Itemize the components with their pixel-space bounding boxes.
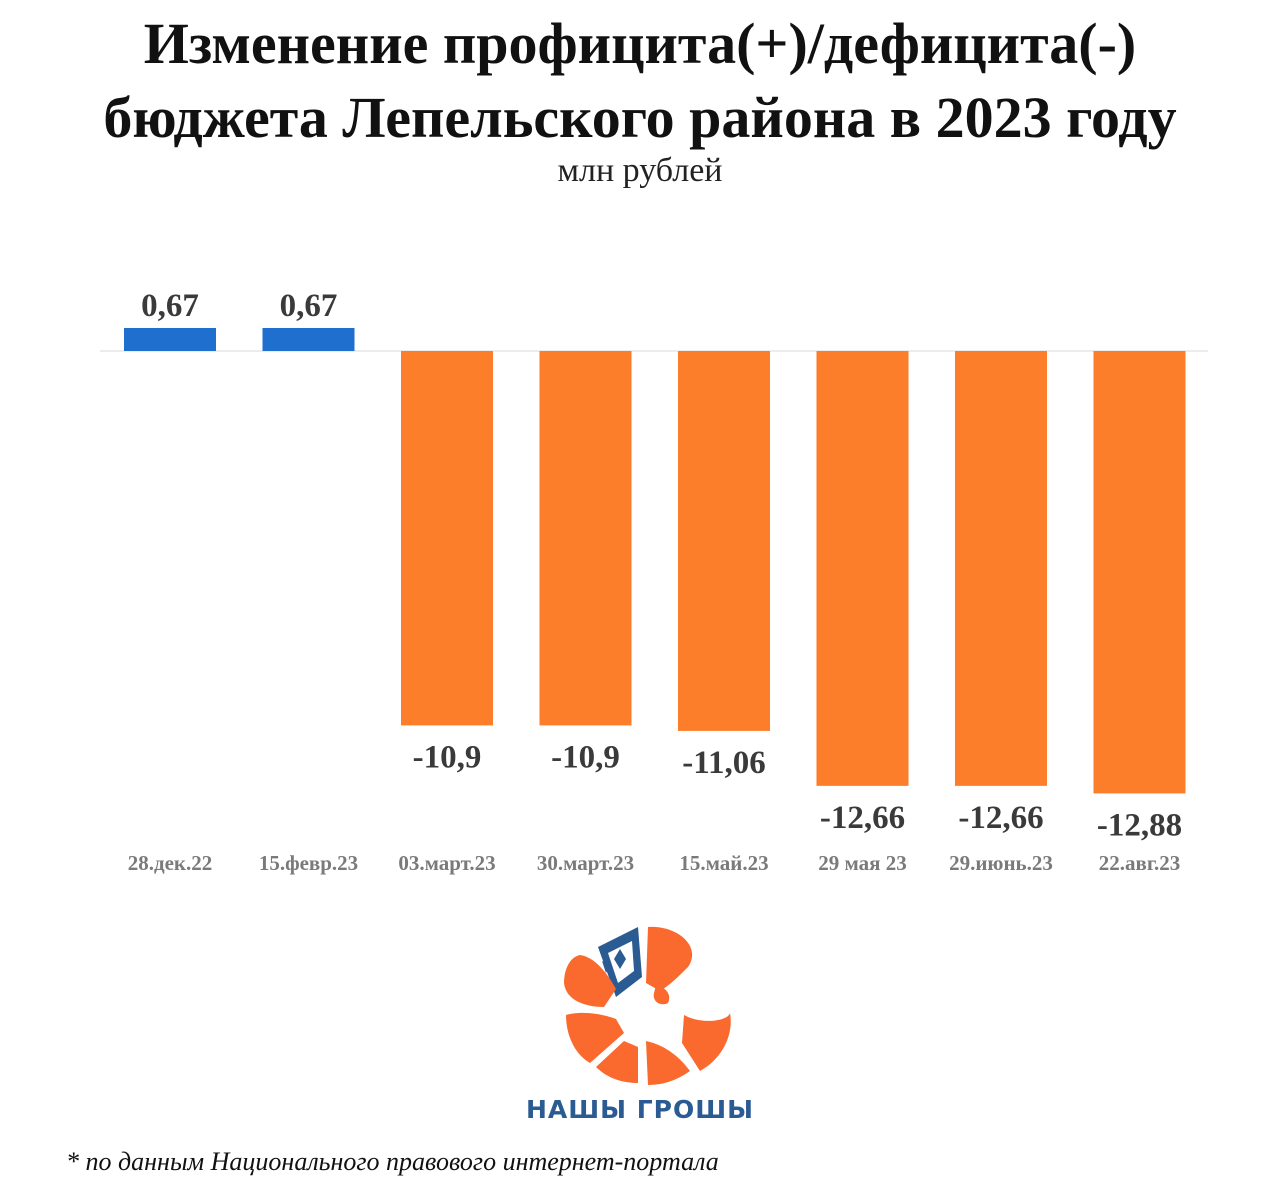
nashy-groshy-logo xyxy=(564,926,731,1085)
data-label-7: -12,88 xyxy=(1097,807,1182,843)
category-label-6: 29.июнь.23 xyxy=(949,851,1053,875)
bar-5 xyxy=(816,351,909,786)
data-label-6: -12,66 xyxy=(958,800,1043,836)
logo-ornament-icon xyxy=(598,927,642,997)
logo-segment xyxy=(564,955,616,1007)
bar-4 xyxy=(678,351,770,731)
data-label-1: 0,67 xyxy=(280,288,338,324)
logo-segment xyxy=(596,1041,638,1083)
logo-segment xyxy=(682,1013,731,1071)
bar-1 xyxy=(262,327,355,351)
chart-title-line-2: бюджета Лепельского района в 2023 году xyxy=(103,85,1177,150)
logo-segment xyxy=(646,926,693,991)
category-label-4: 15.май.23 xyxy=(679,851,768,875)
logo-segment xyxy=(646,1041,690,1085)
category-label-2: 03.март.23 xyxy=(398,851,495,875)
bar-3 xyxy=(539,351,632,726)
bar-0 xyxy=(124,327,216,351)
category-label-1: 15.февр.23 xyxy=(259,851,358,875)
chart-subtitle: млн рублей xyxy=(557,152,723,189)
category-label-5: 29 мая 23 xyxy=(818,851,907,875)
data-label-5: -12,66 xyxy=(820,800,905,836)
category-label-3: 30.март.23 xyxy=(537,851,634,875)
bar-chart: 0,67 28.дек.22 0,67 15.февр.23 -10,9 03.март.… xyxy=(100,288,1208,875)
bar-7 xyxy=(1093,351,1186,794)
data-label-4: -11,06 xyxy=(682,745,765,781)
bar-2 xyxy=(401,351,493,726)
category-label-0: 28.дек.22 xyxy=(128,851,213,875)
logo-segment xyxy=(653,985,670,1005)
logo-text: НАШЫ ГРОШЫ xyxy=(525,1095,755,1124)
data-label-2: -10,9 xyxy=(413,739,482,775)
chart-title-line-1: Изменение профицита(+)/дефицита(-) xyxy=(143,11,1137,76)
footnote: * по данным Национального правового инте… xyxy=(66,1147,719,1176)
logo-segment xyxy=(566,1012,624,1063)
data-label-3: -10,9 xyxy=(551,739,620,775)
category-label-7: 22.авг.23 xyxy=(1099,851,1181,875)
bar-6 xyxy=(955,351,1047,786)
data-label-0: 0,67 xyxy=(141,288,199,324)
